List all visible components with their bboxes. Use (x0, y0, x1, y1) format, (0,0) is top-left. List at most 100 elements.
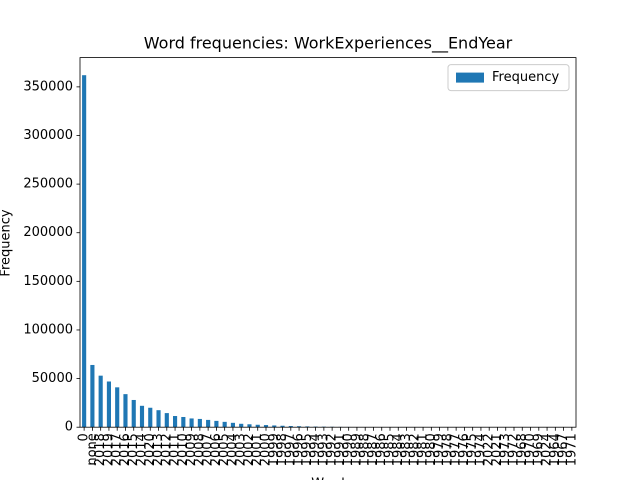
x-tick-label: 2022 (482, 433, 497, 466)
x-tick-label: 1971 (564, 433, 579, 466)
bar (106, 381, 111, 428)
bar (239, 423, 244, 428)
x-tick-label: 2015 (126, 433, 141, 466)
y-tick-label: 150000 (23, 274, 73, 289)
x-tick-label: 1998 (275, 433, 290, 466)
y-tick-label: 300000 (23, 128, 73, 143)
bar (197, 418, 202, 428)
x-tick-label: 2021 (490, 433, 505, 466)
y-tick-label: 350000 (23, 79, 73, 94)
x-tick-label: 2010 (176, 433, 191, 466)
x-tick-label: 2008 (192, 433, 207, 466)
x-tick-label: 2005 (217, 433, 232, 466)
x-tick-label: 1968 (515, 433, 530, 466)
bar (139, 405, 145, 428)
x-tick-label: 1984 (391, 433, 406, 466)
bar (272, 425, 277, 428)
x-tick-label: 2012 (159, 433, 174, 466)
axes-frame (79, 57, 577, 428)
x-tick-label: 2013 (151, 433, 166, 466)
x-tick-label: 1989 (349, 433, 364, 466)
x-tick-label: 1988 (358, 433, 373, 466)
x-tick-label: 2002 (242, 433, 257, 466)
bar (206, 419, 211, 428)
bar (90, 364, 95, 428)
x-tick-label: 1994 (308, 433, 323, 466)
x-tick-label: 1985 (383, 433, 398, 466)
legend-box (447, 64, 570, 92)
bar (173, 416, 178, 428)
bar (222, 421, 227, 428)
x-tick-label: 2007 (201, 433, 216, 466)
bar (189, 418, 194, 428)
x-tick-label: 1990 (341, 433, 356, 466)
x-tick-label: 2020 (143, 433, 158, 466)
bar (164, 413, 169, 428)
x-tick-label: none (85, 433, 100, 465)
x-tick-label: 1976 (457, 433, 472, 466)
y-tick-label: 200000 (23, 225, 73, 240)
legend-swatch (456, 72, 484, 83)
x-tick-label: 1969 (531, 433, 546, 466)
y-tick-label: 50000 (32, 371, 73, 386)
x-tick-label: 1973 (498, 433, 513, 466)
x-tick-label: 0 (77, 433, 92, 441)
x-tick-label: 1987 (366, 433, 381, 466)
bar (263, 425, 269, 428)
x-tick-label: 2017 (110, 433, 125, 466)
x-tick-label: 1975 (465, 433, 480, 466)
x-tick-label: 2004 (225, 433, 240, 466)
x-tick-label: 1967 (556, 433, 571, 466)
bar (214, 420, 219, 428)
x-tick-label: 1982 (407, 433, 422, 466)
x-tick-label: 1974 (473, 433, 488, 466)
bar (156, 410, 161, 428)
x-tick-label: 2019 (101, 433, 116, 466)
bar (230, 422, 235, 428)
bar (148, 407, 153, 428)
x-tick-label: 1997 (283, 433, 298, 466)
x-tick-label: 1983 (399, 433, 414, 466)
x-tick-label: 2009 (184, 433, 199, 466)
bar (131, 399, 136, 428)
x-tick-label: 1978 (440, 433, 455, 466)
x-tick-label: 2014 (135, 433, 150, 466)
x-tick-label: 1996 (292, 433, 307, 466)
x-tick-label: 1995 (300, 433, 315, 466)
x-tick-label: 2024 (540, 433, 555, 466)
x-tick-label: 2018 (93, 433, 108, 466)
x-tick-label: 2000 (259, 433, 274, 466)
x-tick-label: 1980 (424, 433, 439, 466)
y-tick-label: 100000 (23, 322, 73, 337)
x-tick-label: 1993 (316, 433, 331, 466)
bar (288, 426, 293, 428)
bar (247, 424, 252, 428)
bar (181, 416, 186, 428)
x-tick-label: 1970 (523, 433, 538, 466)
bar (82, 75, 87, 428)
bar (297, 426, 302, 428)
x-tick-label: 2016 (118, 433, 133, 466)
bar (98, 375, 103, 428)
x-tick-label: 1992 (325, 433, 340, 466)
bar (255, 424, 260, 428)
x-tick-label: 1986 (374, 433, 389, 466)
x-tick-label: 1979 (432, 433, 447, 466)
bar (123, 394, 128, 428)
x-tick-label: 1972 (507, 433, 522, 466)
x-axis-label: Word (311, 477, 344, 480)
x-tick-label: 1999 (267, 433, 282, 466)
x-tick-label: 1981 (416, 433, 431, 466)
x-tick-label: 2006 (209, 433, 224, 466)
x-tick-label: 2003 (234, 433, 249, 466)
bar (280, 425, 285, 428)
x-tick-label: 2011 (168, 433, 183, 466)
y-tick-label: 250000 (23, 177, 73, 192)
x-tick-label: 1964 (548, 433, 563, 466)
y-tick-label: 0 (65, 420, 73, 435)
legend-label: Frequency (492, 70, 559, 85)
x-tick-label: 1977 (449, 433, 464, 466)
x-tick-label: 1991 (333, 433, 348, 466)
bar (115, 387, 120, 428)
